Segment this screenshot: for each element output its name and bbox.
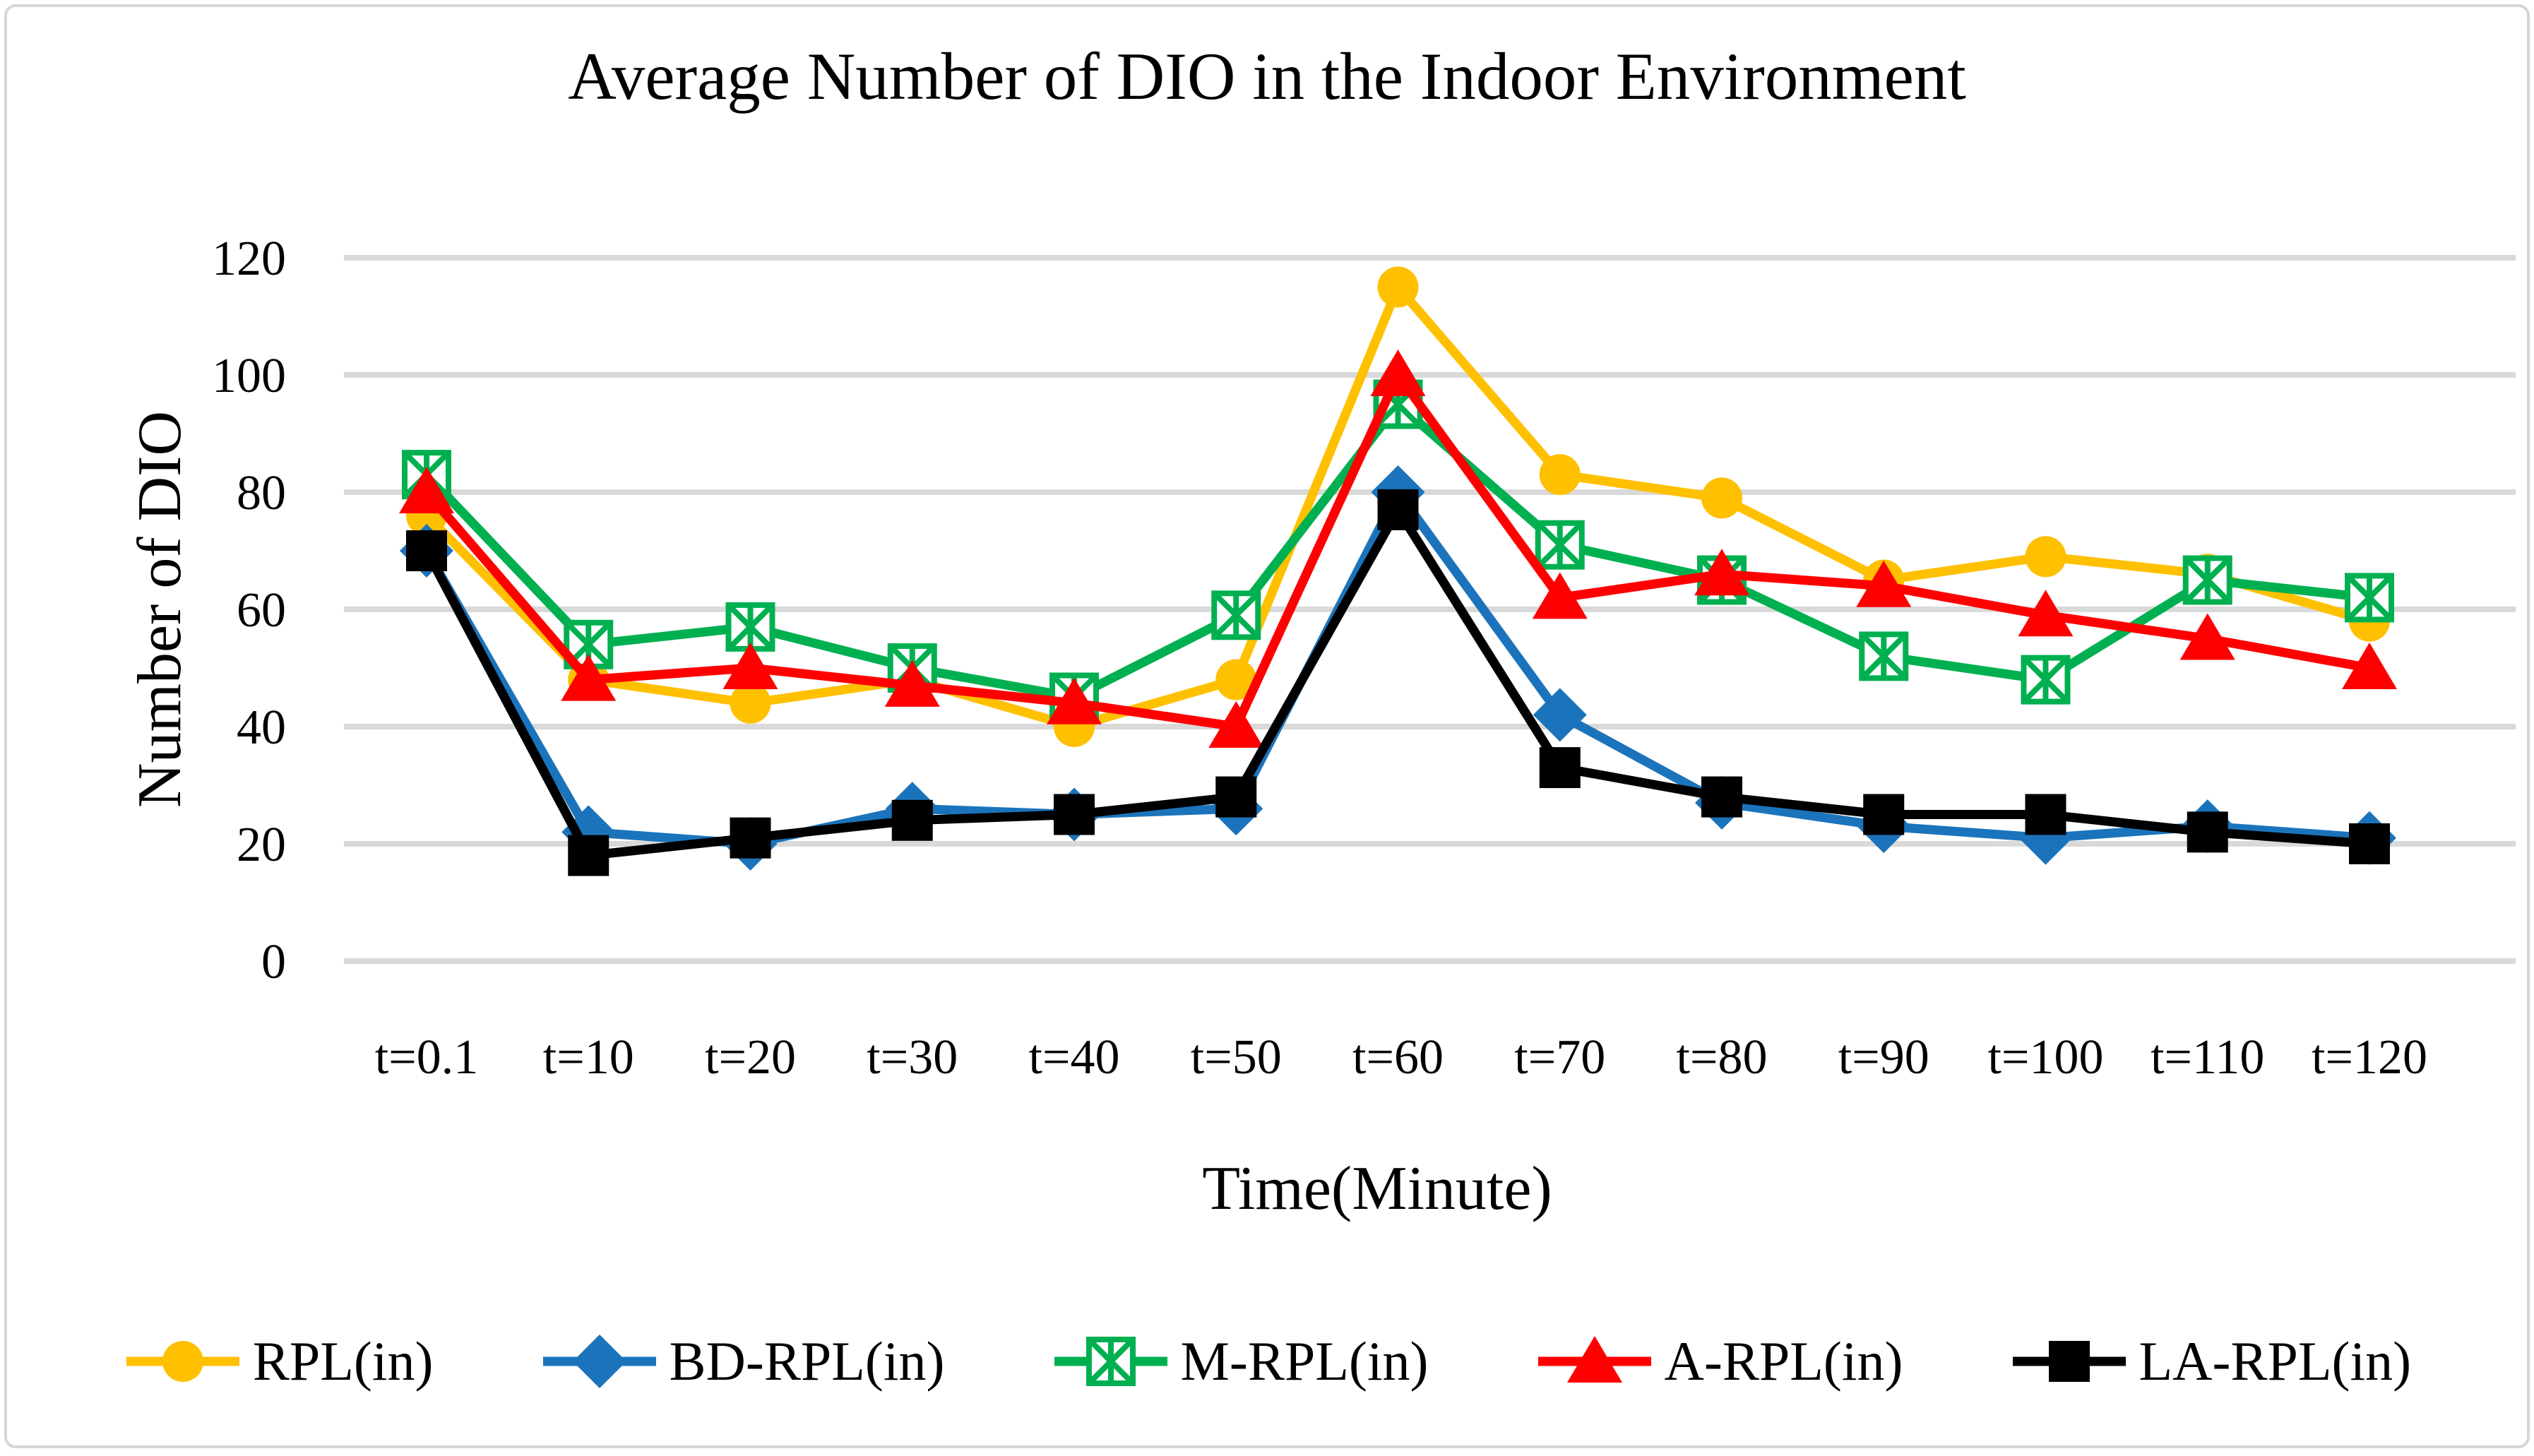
square-marker — [891, 799, 933, 841]
x-tick-label: t=20 — [705, 1030, 796, 1085]
legend-label: RPL(in) — [252, 1330, 434, 1392]
x-tick-label: t=60 — [1352, 1030, 1444, 1085]
x-tick-label: t=70 — [1514, 1030, 1605, 1085]
y-tick-label: 100 — [212, 349, 286, 403]
triangle-marker — [2179, 613, 2235, 660]
diamond-marker — [1533, 688, 1587, 742]
legend-item-BD-RPL(in): BD-RPL(in) — [540, 1330, 945, 1393]
triangle-marker — [1208, 701, 1264, 748]
x-tick-label: t=30 — [867, 1030, 958, 1085]
y-tick-label: 80 — [237, 466, 286, 520]
legend-swatch-square-icon — [2012, 1341, 2126, 1382]
legend-label: LA-RPL(in) — [2139, 1330, 2412, 1392]
square-marker — [1701, 776, 1742, 818]
x-tick-label: t=50 — [1191, 1030, 1282, 1085]
y-tick-label: 60 — [237, 583, 286, 638]
x-tick-label: t=80 — [1677, 1030, 1768, 1085]
xsquare-marker — [2345, 573, 2394, 623]
x-tick-label: t=40 — [1029, 1030, 1120, 1085]
y-tick-label: 40 — [237, 700, 286, 755]
x-tick-label: t=90 — [1838, 1030, 1929, 1085]
xsquare-marker — [1211, 590, 1261, 640]
square-marker — [2349, 823, 2390, 864]
triangle-marker — [1047, 677, 1102, 724]
square-marker — [2025, 794, 2066, 835]
legend-item-A-RPL(in): A-RPL(in) — [1535, 1330, 1903, 1393]
square-marker — [1377, 489, 1419, 530]
y-axis-title: Number of DIO — [126, 411, 194, 808]
x-tick-label: t=110 — [2151, 1030, 2264, 1085]
legend-item-LA-RPL(in): LA-RPL(in) — [2009, 1330, 2412, 1393]
y-tick-label: 120 — [212, 232, 286, 286]
square-marker — [730, 817, 771, 859]
circle-marker — [1215, 659, 1257, 700]
series-A-RPL(in) — [399, 350, 2397, 748]
legend-swatch-triangle-icon — [1537, 1336, 1651, 1383]
chart-title: Average Number of DIO in the Indoor Envi… — [568, 39, 1965, 114]
x-tick-labels: t=0.1 t=10 t=20 t=30 t=40 t=50 t=60 t=70 t=80 t=9… — [375, 1030, 2427, 1085]
square-marker — [2187, 811, 2228, 853]
square-marker — [1863, 794, 1905, 835]
legend-item-RPL(in): RPL(in) — [123, 1330, 434, 1393]
x-tick-label: t=100 — [1988, 1030, 2104, 1085]
x-tick-label: t=10 — [543, 1030, 634, 1085]
circle-marker — [730, 682, 771, 724]
circle-marker — [2025, 536, 2066, 578]
xsquare-marker — [725, 602, 775, 652]
xsquare-marker — [1535, 520, 1585, 570]
legend-swatch-xsquare-icon — [1054, 1337, 1167, 1386]
y-tick-label: 0 — [261, 935, 286, 989]
legend-item-M-RPL(in): M-RPL(in) — [1051, 1330, 1429, 1393]
triangle-marker — [722, 643, 778, 689]
square-marker — [2048, 1341, 2090, 1382]
circle-marker — [162, 1341, 203, 1382]
legend-swatch-diamond-icon — [542, 1335, 656, 1388]
x-tick-label: t=0.1 — [375, 1030, 478, 1085]
series-line — [423, 400, 2370, 702]
legend-label: M-RPL(in) — [1180, 1330, 1429, 1392]
triangle-marker — [1856, 560, 1912, 607]
square-marker — [1054, 794, 1095, 835]
legend: RPL(in) BD-RPL(in) M-RPL(in) A-RPL(in) LA-RP… — [0, 1305, 2534, 1418]
legend-label: A-RPL(in) — [1664, 1330, 1903, 1392]
triangle-marker — [2342, 643, 2397, 689]
triangle-marker — [561, 654, 617, 701]
square-marker — [1539, 747, 1581, 789]
triangle-marker — [2018, 590, 2074, 637]
circle-marker — [1377, 266, 1419, 308]
triangle-marker — [1532, 572, 1588, 619]
square-marker — [406, 530, 447, 571]
x-axis-title: Time(Minute) — [1202, 1154, 1552, 1223]
xsquare-marker — [1085, 1337, 1136, 1386]
series-lines-and-markers — [399, 266, 2397, 876]
legend-swatch-circle-icon — [126, 1341, 239, 1382]
y-tick-label: 20 — [237, 818, 286, 872]
circle-marker — [1701, 477, 1742, 519]
triangle-marker — [884, 660, 940, 707]
gridlines — [344, 255, 2516, 964]
x-tick-label: t=120 — [2312, 1030, 2427, 1085]
square-marker — [568, 835, 609, 876]
circle-marker — [1539, 454, 1581, 496]
diamond-marker — [572, 1335, 626, 1388]
legend-label: BD-RPL(in) — [669, 1330, 945, 1392]
triangle-marker — [1370, 350, 1426, 396]
triangle-marker — [1566, 1336, 1622, 1383]
xsquare-marker — [2182, 555, 2232, 605]
xsquare-marker — [1859, 631, 1909, 681]
triangle-marker — [399, 467, 454, 513]
triangle-marker — [1694, 549, 1749, 596]
xsquare-marker — [2021, 655, 2071, 705]
series-LA-RPL(in) — [406, 489, 2390, 876]
y-tick-labels: 0 20 40 60 80 100 120 — [212, 232, 286, 989]
square-marker — [1215, 776, 1257, 818]
